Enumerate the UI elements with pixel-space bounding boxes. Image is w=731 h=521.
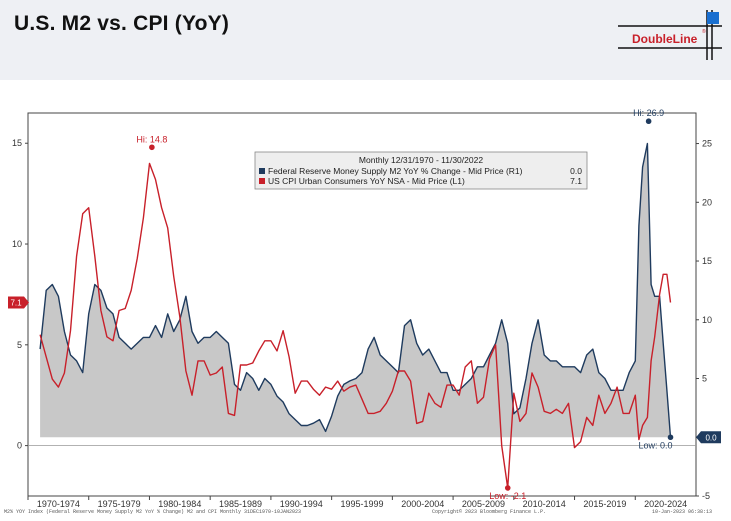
right-axis-tick-label: 25 xyxy=(702,139,712,149)
annotation-label: Low: -2.1 xyxy=(489,491,526,501)
logo-trademark: ® xyxy=(702,29,706,35)
x-axis-tick-label: 1980-1984 xyxy=(158,499,201,509)
x-axis-tick-label: 1975-1979 xyxy=(98,499,141,509)
legend-item-label: US CPI Urban Consumers YoY NSA - Mid Pri… xyxy=(268,176,465,186)
left-axis-tick-label: 15 xyxy=(12,138,22,148)
copyright-note: Copyright© 2023 Bloomberg Finance L.P. xyxy=(432,509,547,515)
timestamp: 10-Jan-2023 06:38:13 xyxy=(652,509,713,515)
cpi-series-line xyxy=(39,162,672,489)
logo-grid-icon xyxy=(618,10,722,60)
annotation-marker xyxy=(667,434,674,441)
annotation-marker xyxy=(504,485,511,491)
annotation-label: Hi: 26.9 xyxy=(633,108,664,118)
logo-text: DoubleLine xyxy=(632,32,698,46)
right-axis-tick-label: 15 xyxy=(702,256,712,266)
left-axis-tick-label: 10 xyxy=(12,239,22,249)
annotation-label: Hi: 14.8 xyxy=(136,134,167,144)
x-axis-tick-label: 2005-2009 xyxy=(462,499,505,509)
m2-last-value-tag xyxy=(696,431,721,444)
doubleline-logo: DoubleLine ® xyxy=(618,10,722,60)
m2-series-line xyxy=(39,142,672,438)
x-axis-tick-label: 1970-1974 xyxy=(37,499,80,509)
legend-item-label: Federal Reserve Money Supply M2 YoY % Ch… xyxy=(268,166,523,176)
page-title: U.S. M2 vs. CPI (YoY) xyxy=(14,12,230,35)
right-axis-tick-label: -5 xyxy=(702,491,710,501)
source-note: M2% YOY Index (Federal Reserve Money Sup… xyxy=(4,509,302,515)
legend-box xyxy=(254,151,588,190)
m2-cpi-chart: 051015-505101520251970-19741975-19791980… xyxy=(8,108,721,509)
x-axis-tick-label: 1985-1989 xyxy=(219,499,262,509)
cpi-last-value-tag xyxy=(8,296,29,309)
right-axis-tick-label: 5 xyxy=(702,374,707,384)
plot-frame xyxy=(27,112,697,497)
cpi-last-value-text: 7.1 xyxy=(10,298,22,307)
x-axis-tick-label: 1990-1994 xyxy=(280,499,323,509)
annotation-marker xyxy=(645,118,652,125)
legend-swatch xyxy=(259,168,265,174)
legend-swatch xyxy=(259,178,265,184)
legend-item-value: 0.0 xyxy=(570,166,582,176)
right-axis-tick-label: 20 xyxy=(702,197,712,207)
legend-item-value: 7.1 xyxy=(570,176,582,186)
x-axis-tick-label: 2015-2019 xyxy=(583,499,626,509)
annotation-marker xyxy=(149,144,155,151)
header-bar: U.S. M2 vs. CPI (YoY) DoubleLine ® xyxy=(0,0,731,80)
left-axis-tick-label: 5 xyxy=(17,340,22,350)
x-axis-tick-label: 1995-1999 xyxy=(340,499,383,509)
x-axis-tick-label: 2000-2004 xyxy=(401,499,444,509)
left-axis-tick-label: 0 xyxy=(17,441,22,451)
legend-heading: Monthly 12/31/1970 - 11/30/2022 xyxy=(359,155,483,165)
annotation-label: Low: 0.0 xyxy=(638,440,672,450)
x-axis-tick-label: 2010-2014 xyxy=(523,499,566,509)
right-axis-tick-label: 10 xyxy=(702,315,712,325)
x-axis-tick-label: 2020-2024 xyxy=(644,499,687,509)
m2-last-value-text: 0.0 xyxy=(705,433,717,442)
